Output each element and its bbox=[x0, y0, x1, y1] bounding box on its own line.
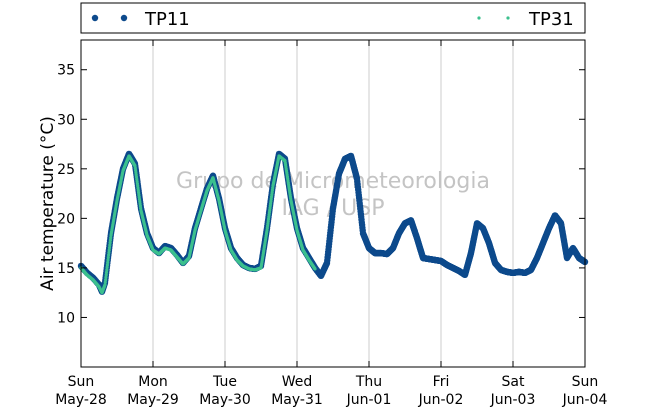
y-tick-label: 25 bbox=[57, 162, 75, 178]
x-tick-label-day: Tue bbox=[212, 374, 237, 390]
x-tick-label-day: Thu bbox=[355, 374, 382, 390]
x-tick-label-date: Jun-04 bbox=[562, 392, 608, 408]
legend-marker-tp31 bbox=[506, 16, 510, 20]
data-point-tp31 bbox=[103, 283, 107, 287]
x-tick-label-date: May-28 bbox=[55, 392, 107, 408]
x-tick-label-date: May-30 bbox=[199, 392, 251, 408]
x-tick-label-date: Jun-03 bbox=[490, 392, 536, 408]
legend bbox=[80, 2, 586, 34]
x-tick-label-date: May-31 bbox=[271, 392, 323, 408]
data-point-tp31 bbox=[104, 278, 108, 282]
legend-marker-tp11 bbox=[120, 14, 128, 22]
watermark-line-1: Grupo de Micrometeorologia bbox=[176, 169, 490, 194]
x-tick-label-day: Mon bbox=[138, 374, 168, 390]
data-point-tp31 bbox=[105, 265, 109, 270]
data-point-tp31 bbox=[313, 267, 317, 271]
x-tick-label-day: Wed bbox=[282, 374, 313, 390]
data-point-tp31 bbox=[108, 238, 112, 242]
y-axis-label: Air temperature (°C) bbox=[38, 116, 58, 291]
data-point-tp31 bbox=[108, 243, 112, 247]
data-point-tp31 bbox=[107, 246, 112, 250]
legend-label-tp11: TP11 bbox=[144, 9, 190, 30]
x-tick-label-day: Sun bbox=[572, 374, 599, 390]
data-point-tp31 bbox=[106, 260, 110, 265]
data-point-tp31 bbox=[104, 275, 108, 279]
data-point-tp31 bbox=[106, 258, 110, 262]
data-point-tp31 bbox=[106, 255, 110, 260]
y-tick-label: 35 bbox=[57, 63, 75, 79]
data-point-tp31 bbox=[108, 241, 112, 245]
y-tick-label: 30 bbox=[57, 112, 75, 128]
plot-frame bbox=[80, 39, 586, 368]
x-tick-label-date: Jun-02 bbox=[418, 392, 464, 408]
data-point-tp31 bbox=[107, 248, 111, 252]
x-tick-label-date: Jun-01 bbox=[346, 392, 392, 408]
data-point-tp31 bbox=[105, 268, 109, 272]
data-point-tp31 bbox=[107, 253, 111, 257]
x-tick-label-day: Sat bbox=[502, 374, 525, 390]
legend-marker-tp11 bbox=[91, 14, 99, 22]
data-point-tp31 bbox=[103, 280, 107, 284]
data-point-tp31 bbox=[109, 236, 113, 240]
y-tick-label: 20 bbox=[57, 211, 75, 227]
data-point-tp31 bbox=[104, 273, 108, 277]
y-tick-label: 10 bbox=[57, 310, 75, 326]
x-tick-label-day: Sun bbox=[68, 374, 95, 390]
x-tick-label-date: May-29 bbox=[127, 392, 179, 408]
x-tick-label-day: Fri bbox=[433, 374, 450, 390]
data-point-tp31 bbox=[105, 263, 109, 267]
data-point-tp31 bbox=[107, 250, 111, 255]
data-point-tp31 bbox=[104, 270, 109, 274]
legend-label-tp31: TP31 bbox=[528, 9, 574, 30]
y-tick-label: 15 bbox=[57, 261, 75, 277]
legend-marker-tp31 bbox=[477, 16, 481, 20]
